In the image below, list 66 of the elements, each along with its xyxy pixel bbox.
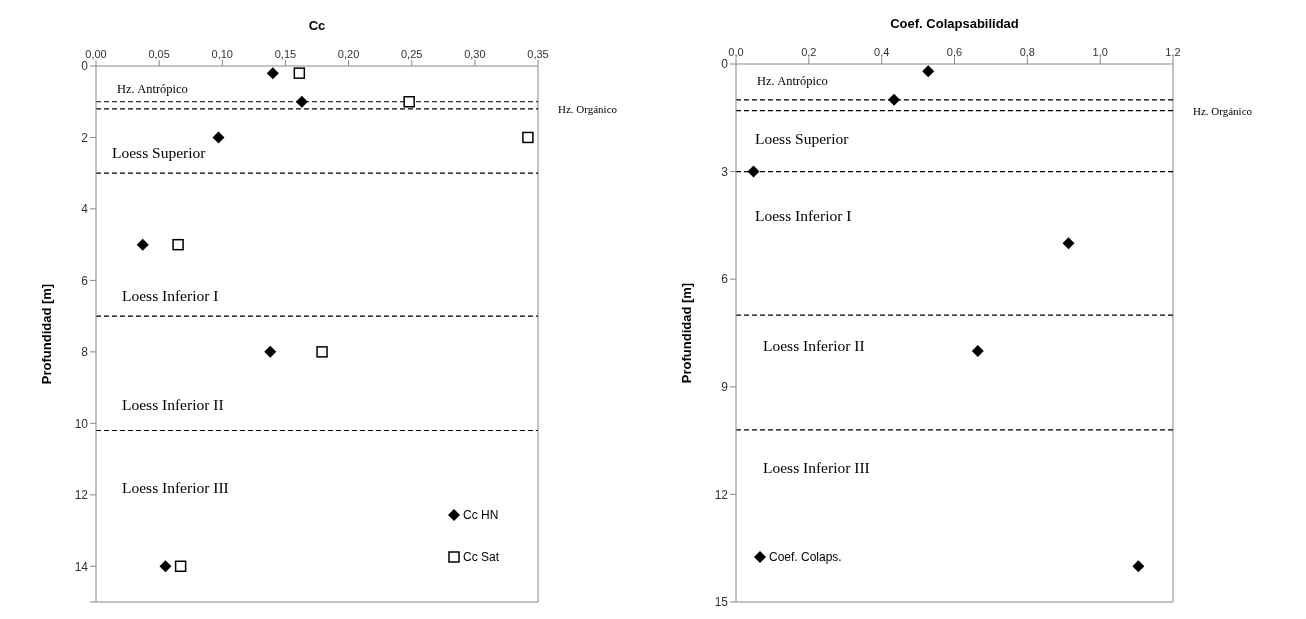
x-tick-label: 1,2 — [1165, 46, 1181, 58]
y-tick-label: 12 — [714, 487, 729, 502]
y-tick-label: 15 — [714, 595, 729, 610]
point — [172, 238, 184, 251]
y-tick-label: 14 — [74, 559, 89, 574]
point — [403, 95, 415, 108]
annotation: Hz. Antrópico — [757, 73, 828, 90]
point — [888, 93, 901, 106]
y-tick-label: 3 — [721, 164, 729, 179]
y-tick-label: 8 — [81, 345, 89, 360]
x-tick-label: 0,6 — [946, 46, 963, 58]
x-tick-label: 0,00 — [85, 48, 107, 60]
point — [136, 238, 149, 251]
annotation: Loess Superior — [112, 144, 206, 162]
point — [159, 560, 172, 573]
x-axis-title: Cc — [308, 18, 326, 34]
x-tick-label: 0,05 — [148, 48, 170, 60]
x-tick-label: 0,2 — [801, 46, 817, 58]
y-tick-label: 0 — [721, 57, 729, 72]
y-tick-label: 4 — [81, 202, 89, 217]
x-tick-label: 0,8 — [1019, 46, 1035, 58]
annotation: Hz. Antrópico — [117, 81, 188, 98]
point — [295, 95, 308, 108]
annotation: Loess Inferior II — [763, 337, 865, 355]
point — [266, 67, 279, 80]
y-axis-title: Profundidad [m] — [38, 283, 54, 385]
x-tick-label: 0,30 — [464, 48, 486, 60]
annotation: Loess Inferior III — [122, 479, 229, 497]
y-tick-label: 0 — [81, 59, 89, 74]
legend-label: Cc Sat — [463, 550, 500, 564]
annotation: Loess Inferior III — [763, 459, 870, 477]
x-tick-label: 1,0 — [1092, 46, 1108, 58]
y-tick-label: 6 — [81, 273, 89, 288]
x-tick-label: 0,0 — [728, 46, 744, 58]
ref-line-label: Hz. Orgánico — [1193, 104, 1253, 117]
point — [293, 67, 306, 79]
annotation: Loess Inferior II — [122, 396, 224, 414]
point — [212, 131, 225, 144]
point — [174, 560, 187, 573]
point — [316, 346, 328, 358]
x-tick-label: 0,20 — [337, 48, 360, 60]
point — [1132, 560, 1145, 573]
x-tick-label: 0,25 — [401, 48, 423, 60]
y-tick-label: 2 — [81, 130, 89, 145]
x-tick-label: 0,10 — [211, 48, 233, 60]
x-tick-label: 0,4 — [874, 46, 890, 58]
point — [1062, 237, 1075, 250]
point — [922, 65, 935, 78]
y-tick-label: 6 — [721, 272, 729, 287]
annotation: Loess Inferior I — [122, 287, 219, 305]
y-axis-title: Profundidad [m] — [678, 282, 694, 384]
annotation: Loess Superior — [755, 130, 849, 148]
x-tick-label: 0,15 — [274, 48, 297, 60]
point — [264, 345, 277, 358]
y-tick-label: 10 — [74, 416, 89, 431]
ref-line-label: Hz. Orgánico — [558, 102, 618, 115]
x-axis-title: Coef. Colapsabilidad — [890, 16, 1019, 32]
point — [522, 131, 534, 144]
annotation: Loess Inferior I — [755, 207, 852, 225]
point — [971, 344, 984, 357]
legend-label: Cc HN — [463, 508, 499, 522]
y-tick-label: 12 — [74, 488, 89, 503]
y-tick-label: 9 — [721, 380, 729, 395]
point — [747, 165, 760, 178]
legend-label: Coef. Colaps. — [769, 550, 842, 564]
x-tick-label: 0,35 — [527, 48, 549, 60]
